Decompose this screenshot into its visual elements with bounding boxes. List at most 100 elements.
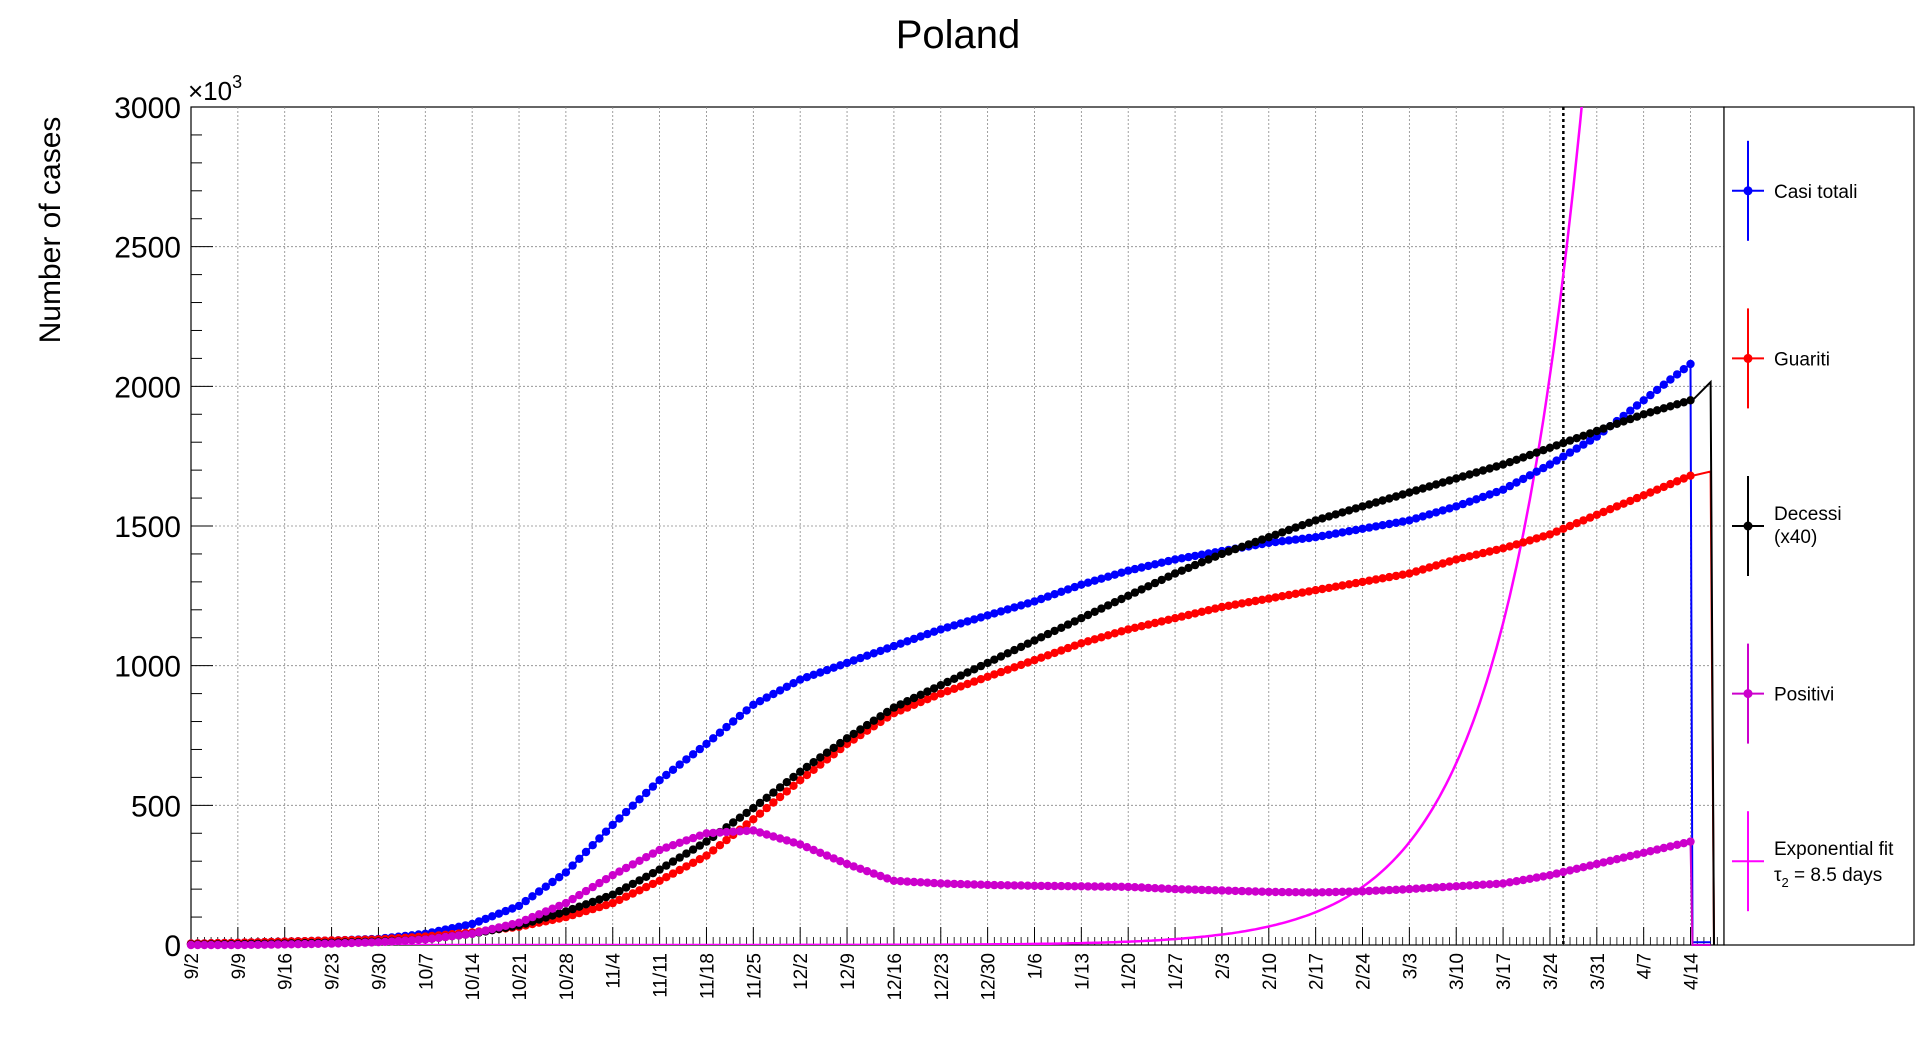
series-guariti-point bbox=[755, 809, 765, 818]
series-casi-totali-point bbox=[615, 814, 624, 823]
series-guariti-point bbox=[575, 908, 584, 918]
series-decessi-x40-point bbox=[662, 861, 671, 870]
series-decessi-x40-point bbox=[702, 837, 711, 846]
series-decessi-x40-point bbox=[802, 762, 812, 772]
series-positivi-point bbox=[1391, 885, 1401, 894]
series-casi-totali-point bbox=[836, 661, 845, 670]
series-positivi-point bbox=[963, 880, 972, 889]
series-casi-totali-point bbox=[1063, 585, 1073, 594]
series-positivi-point bbox=[260, 940, 269, 949]
series-positivi-point bbox=[568, 894, 577, 904]
series-guariti-point bbox=[956, 682, 965, 691]
series-casi-totali-point bbox=[1679, 365, 1689, 374]
series-decessi-x40-point bbox=[1579, 431, 1588, 440]
series-casi-totali-point bbox=[1545, 460, 1555, 469]
series-positivi-point bbox=[1244, 887, 1253, 896]
series-positivi-point bbox=[1278, 887, 1287, 897]
series-positivi-point bbox=[1458, 881, 1468, 891]
series-decessi-x40-point bbox=[588, 897, 597, 907]
legend-casi-totali-label: Casi totali bbox=[1774, 182, 1857, 203]
series-casi-totali-point bbox=[1572, 444, 1581, 453]
series-positivi-point bbox=[380, 937, 390, 946]
series-casi-totali-point bbox=[642, 788, 651, 798]
series-positivi-point bbox=[1037, 881, 1046, 891]
series-positivi-point bbox=[688, 833, 698, 843]
series-casi-totali-point bbox=[1338, 528, 1347, 537]
series-positivi-point bbox=[1204, 885, 1213, 895]
series-guariti-point bbox=[1324, 583, 1334, 593]
series-positivi-point bbox=[1599, 858, 1608, 867]
series-guariti-point bbox=[655, 876, 664, 885]
series-casi-totali-point bbox=[1324, 530, 1334, 539]
series-decessi-x40-point bbox=[1572, 434, 1581, 443]
series-casi-totali-point bbox=[755, 697, 765, 706]
series-positivi-point bbox=[862, 867, 872, 876]
series-positivi-point bbox=[1217, 886, 1227, 895]
series-positivi-point bbox=[528, 912, 537, 922]
legend-tau-value: = 8.5 days bbox=[1789, 865, 1882, 886]
series-casi-totali-point bbox=[903, 637, 912, 646]
series-casi-totali-point bbox=[514, 901, 524, 911]
series-guariti-point bbox=[976, 675, 986, 684]
series-guariti-point bbox=[1472, 550, 1481, 559]
series-positivi-point bbox=[1043, 881, 1053, 891]
series-casi-totali-point bbox=[963, 617, 972, 626]
series-decessi-x40-point bbox=[568, 904, 577, 914]
series-decessi-x40-point bbox=[1492, 462, 1501, 471]
series-positivi-point bbox=[1565, 866, 1575, 875]
series-casi-totali-point bbox=[655, 776, 664, 785]
series-casi-totali-point bbox=[1344, 527, 1354, 536]
series-decessi-x40-point bbox=[581, 900, 591, 909]
series-decessi-x40-point bbox=[1057, 623, 1066, 632]
series-casi-totali-point bbox=[1043, 592, 1053, 601]
series-guariti-point bbox=[1023, 658, 1032, 667]
series-positivi-point bbox=[1385, 885, 1394, 895]
series-positivi-point bbox=[615, 867, 624, 876]
series-decessi-x40-point bbox=[1431, 480, 1441, 489]
series-guariti-point bbox=[1358, 577, 1367, 587]
series-casi-totali-point bbox=[1023, 599, 1032, 608]
series-decessi-x40-point bbox=[1452, 474, 1461, 483]
series-casi-totali-point bbox=[1130, 564, 1140, 574]
series-casi-totali-point bbox=[1646, 390, 1655, 400]
series-casi-totali-point bbox=[1585, 436, 1595, 445]
series-positivi-point bbox=[802, 843, 812, 852]
series-positivi-point bbox=[1291, 888, 1300, 897]
series-decessi-x40-point bbox=[1539, 446, 1548, 455]
series-casi-totali-point bbox=[1278, 537, 1287, 546]
series-positivi-point bbox=[427, 934, 437, 943]
series-decessi-x40-point bbox=[1378, 496, 1387, 505]
series-positivi-point bbox=[1445, 882, 1454, 891]
series-casi-totali-point bbox=[702, 739, 711, 749]
series-decessi-x40-point bbox=[575, 902, 584, 911]
series-guariti-point bbox=[1545, 530, 1555, 539]
series-guariti-point bbox=[715, 841, 725, 850]
series-positivi-point bbox=[1231, 886, 1240, 896]
series-decessi-x40-point bbox=[742, 808, 751, 818]
series-decessi-x40-point bbox=[1532, 448, 1541, 457]
series-decessi-x40-point bbox=[869, 716, 878, 725]
series-decessi-x40-point bbox=[1371, 498, 1381, 507]
series-decessi-x40-point bbox=[936, 681, 945, 690]
series-casi-totali-point bbox=[729, 717, 738, 726]
series-positivi-point bbox=[588, 882, 597, 892]
series-casi-totali-point bbox=[1197, 550, 1207, 559]
series-guariti-point bbox=[1478, 548, 1488, 558]
series-casi-totali-point bbox=[1070, 582, 1079, 592]
series-decessi-x40-point bbox=[1137, 585, 1146, 594]
series-decessi-x40-point bbox=[1130, 588, 1140, 597]
series-guariti-point bbox=[1271, 593, 1280, 602]
series-decessi-x40-point bbox=[1291, 523, 1300, 532]
x-tick-label: 3/3 bbox=[1400, 953, 1421, 979]
series-positivi-point bbox=[1284, 888, 1294, 897]
series-casi-totali-point bbox=[1371, 522, 1381, 531]
series-casi-totali-line bbox=[190, 361, 1711, 945]
x-tick-label: 10/7 bbox=[416, 953, 437, 990]
series-guariti-point bbox=[1425, 563, 1434, 572]
series-casi-totali-point bbox=[996, 607, 1006, 616]
series-casi-totali-point bbox=[1565, 448, 1575, 457]
series-positivi-point bbox=[454, 931, 463, 940]
series-guariti-point bbox=[1365, 576, 1374, 585]
series-casi-totali-point bbox=[1351, 525, 1361, 535]
legend-guariti-marker bbox=[1743, 353, 1753, 363]
